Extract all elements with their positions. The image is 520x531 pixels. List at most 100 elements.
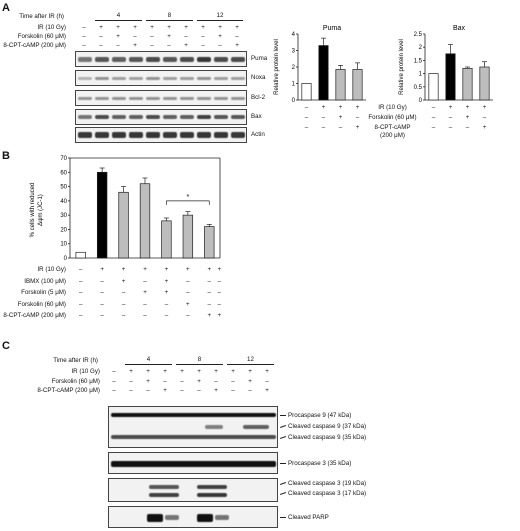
blot-label: Bax bbox=[251, 113, 262, 120]
panel-a-time-group-line bbox=[95, 20, 142, 21]
panel-b-row-mark: – bbox=[207, 277, 211, 285]
panel-b-row-label: 8-CPT-cAMP (200 μM) bbox=[3, 312, 66, 319]
panel-a-row-mark: + bbox=[184, 42, 188, 49]
blot-band bbox=[231, 56, 245, 62]
annotation-pointer bbox=[280, 415, 286, 416]
panel-b-row-mark: + bbox=[164, 289, 169, 296]
puma-chart-bar bbox=[352, 69, 363, 101]
panel-b-row-mark: – bbox=[143, 277, 147, 285]
bax-chart-y-tick-label: 2.5 bbox=[414, 32, 423, 38]
blot-band bbox=[214, 96, 228, 100]
panel-a-time-group-line bbox=[197, 20, 243, 21]
jc1-chart-bar bbox=[182, 214, 194, 259]
jc1-chart-bar bbox=[75, 251, 86, 259]
blot-band bbox=[112, 115, 126, 119]
puma-chart-y-tick-label: 4 bbox=[292, 32, 296, 38]
panel-a-time-header: Time after IR (h) bbox=[19, 13, 64, 20]
puma-chart-y-tick-label: 2 bbox=[292, 65, 296, 71]
blot-band bbox=[95, 56, 109, 62]
panel-c-time-group-line bbox=[227, 364, 274, 365]
panel-b-row-mark: – bbox=[78, 266, 83, 273]
blot-band bbox=[163, 115, 177, 119]
bax-chart-row-mark: – bbox=[465, 124, 470, 131]
blot-label: Actin bbox=[251, 131, 265, 138]
panel-b-row-mark: – bbox=[78, 277, 83, 285]
jc1-chart-bar bbox=[161, 220, 172, 259]
blot-band bbox=[163, 96, 177, 100]
jc1-chart-y-tick-label: 40 bbox=[60, 199, 67, 205]
puma-chart-title: Puma bbox=[323, 25, 341, 32]
panel-a-row-mark: – bbox=[184, 33, 188, 40]
puma-chart-y-tick-label: 1 bbox=[292, 82, 296, 88]
blot-band bbox=[78, 56, 92, 62]
bax-chart-bar bbox=[428, 73, 439, 101]
panel-c-row-mark: + bbox=[265, 368, 269, 375]
panel-b-row-mark: – bbox=[100, 300, 104, 308]
bax-chart-row-mark: – bbox=[448, 124, 453, 131]
jc1-chart-y-tick-label: 50 bbox=[60, 185, 67, 191]
panel-b-row-mark: + bbox=[100, 266, 104, 273]
panel-c-row-mark: – bbox=[163, 377, 167, 385]
panel-b-row-mark: – bbox=[121, 312, 126, 319]
jc1-chart-y-label: Δψm (JC-1) bbox=[38, 194, 44, 226]
panel-b-row-mark: – bbox=[121, 300, 126, 308]
panel-b-row-mark: – bbox=[143, 300, 147, 308]
panel-b-row-mark: – bbox=[186, 277, 190, 285]
bax-chart-bar bbox=[462, 67, 473, 101]
bax-chart-y-label: Relative protein level bbox=[399, 39, 405, 95]
panel-a-row-mark: + bbox=[116, 33, 120, 40]
panel-b-row-mark: + bbox=[121, 266, 126, 273]
panel-b-row-mark: – bbox=[78, 312, 83, 319]
jc1-chart-y-tick-label: 20 bbox=[60, 227, 67, 233]
panel-b-row-label: Forskolin (60 μM) bbox=[17, 300, 66, 308]
panel-b-row-mark: + bbox=[207, 312, 212, 319]
blot-band bbox=[129, 76, 143, 80]
panel-c-row-mark: – bbox=[129, 377, 133, 385]
panel-b-row-mark: – bbox=[164, 300, 169, 308]
blot-band bbox=[197, 56, 211, 62]
annotation-pointer bbox=[280, 517, 286, 518]
panel-b-row-label: IR (10 Gy) bbox=[37, 266, 66, 273]
blot-band bbox=[112, 76, 126, 80]
bcl-2-blot bbox=[75, 90, 247, 106]
blot-label: Noxa bbox=[251, 74, 266, 81]
bax-chart-row-mark: – bbox=[448, 114, 453, 121]
blot-band bbox=[78, 132, 92, 138]
bax-chart-bar bbox=[445, 53, 456, 101]
blot-band bbox=[214, 76, 228, 80]
blot-band bbox=[197, 76, 211, 80]
bax-chart-row-mark: – bbox=[431, 104, 436, 111]
panel-a-row-label: Forskolin (60 μM) bbox=[17, 33, 66, 40]
panel-c-row-mark: + bbox=[146, 377, 150, 385]
panel-c-row-mark: + bbox=[248, 368, 252, 375]
panel-c-row-mark: + bbox=[197, 377, 201, 385]
panel-b-row-mark: – bbox=[217, 277, 221, 285]
panel-c-time-group: 12 bbox=[247, 356, 254, 363]
panel-c-row-mark: + bbox=[197, 368, 201, 375]
jc1-chart-y-tick-label: 10 bbox=[60, 242, 67, 248]
blot-band bbox=[180, 76, 194, 80]
panel-a-bar-row-label: 8-CPT-cAMP bbox=[374, 124, 411, 131]
annotation-pointer bbox=[280, 436, 286, 439]
panel-b-label: B bbox=[2, 150, 10, 162]
bax-bar-chart: 0 0.5 1 1.5 2 2.5 Bax Relative protein level bbox=[399, 25, 493, 104]
panel-a-row-mark: + bbox=[235, 42, 239, 49]
panel-a-bar-row-label: IR (10 Gy) bbox=[378, 104, 407, 111]
panel-b-row-mark: + bbox=[207, 266, 212, 273]
panel-a-row-mark: + bbox=[116, 24, 120, 31]
jc1-chart-y-tick-label: 70 bbox=[60, 156, 67, 162]
panel-c-row-mark: – bbox=[129, 387, 133, 394]
panel-c-row-mark: – bbox=[180, 387, 184, 394]
panel-c-row-mark: – bbox=[112, 368, 116, 375]
panel-a-row-label: IR (10 Gy) bbox=[37, 24, 66, 31]
blot-band bbox=[146, 132, 160, 138]
panel-a-row-mark: – bbox=[82, 33, 86, 40]
puma-chart-row-mark: – bbox=[304, 124, 309, 131]
panel-c-row-mark: + bbox=[163, 387, 167, 394]
panel-a-row-mark: + bbox=[218, 33, 222, 40]
panel-a-row-mark: – bbox=[150, 33, 154, 40]
panel-a-row-mark: – bbox=[201, 33, 205, 40]
panel-a-row-mark: – bbox=[150, 42, 154, 49]
jc1-bar-chart: 0 10 20 30 40 50 60 70 % cells with reduced Δψm (… bbox=[30, 156, 221, 262]
panel-b-row-mark: + bbox=[186, 300, 190, 308]
